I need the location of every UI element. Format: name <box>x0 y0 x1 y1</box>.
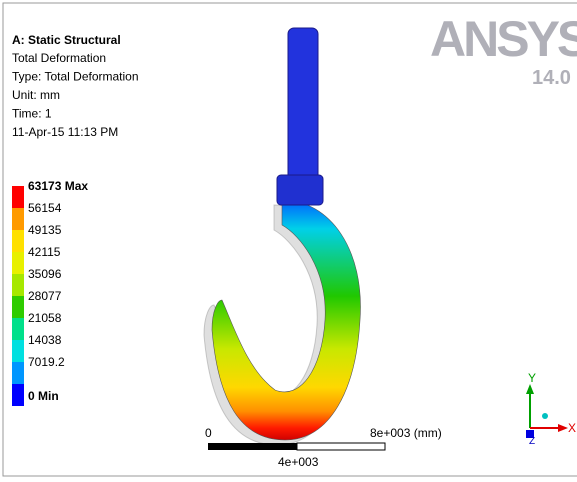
logo-version: 14.0 <box>532 67 571 89</box>
header-title: A: Static Structural <box>12 33 121 47</box>
page: {"header": {"title": "A: Static Structur… <box>0 0 577 482</box>
legend-swatch <box>12 230 24 252</box>
legend-label: 35096 <box>28 267 62 281</box>
header-line: Unit: mm <box>12 88 60 102</box>
hook-shank <box>288 28 318 183</box>
viewport: A: Static Structural Total Deformation Ty… <box>0 0 577 482</box>
scale-start: 0 <box>205 426 212 440</box>
header: A: Static Structural Total Deformation Ty… <box>12 33 139 139</box>
logo-name: ANSYS <box>430 11 577 67</box>
triad-point <box>542 413 548 419</box>
legend-label: 28077 <box>28 289 62 303</box>
hook-collar <box>277 175 323 205</box>
legend-label: 0 Min <box>28 389 59 403</box>
legend-swatch <box>12 384 24 406</box>
header-line: Type: Total Deformation <box>12 70 139 84</box>
legend-swatch <box>12 340 24 362</box>
scale-bar-white <box>297 443 385 450</box>
triad-y-label: Y <box>528 371 536 385</box>
header-line: Total Deformation <box>12 51 106 65</box>
scale-bar-black <box>208 443 297 450</box>
triad-x-label: X <box>568 421 576 435</box>
legend-swatch <box>12 252 24 274</box>
legend-label: 7019.2 <box>28 355 65 369</box>
legend-swatch <box>12 274 24 296</box>
legend-label: 21058 <box>28 311 62 325</box>
legend-swatch <box>12 296 24 318</box>
scale-end: 8e+003 (mm) <box>370 426 442 440</box>
header-line: Time: 1 <box>12 107 52 121</box>
legend-label: 14038 <box>28 333 62 347</box>
legend-label: 63173 Max <box>28 179 88 193</box>
legend-swatch <box>12 318 24 340</box>
triad-x-arrow <box>558 424 568 432</box>
legend-label: 56154 <box>28 201 62 215</box>
legend-swatch <box>12 208 24 230</box>
legend-label: 42115 <box>28 245 61 259</box>
legend-swatch <box>12 362 24 384</box>
triad-z-label: Z <box>529 436 535 447</box>
legend-swatch <box>12 186 24 208</box>
triad-y-arrow <box>526 384 534 394</box>
scale-middle: 4e+003 <box>278 455 319 469</box>
header-line: 11-Apr-15 11:13 PM <box>12 125 118 139</box>
legend: 63173 Max 56154 49135 42115 35096 28077 21058 1… <box>12 179 88 406</box>
legend-label: 49135 <box>28 223 62 237</box>
